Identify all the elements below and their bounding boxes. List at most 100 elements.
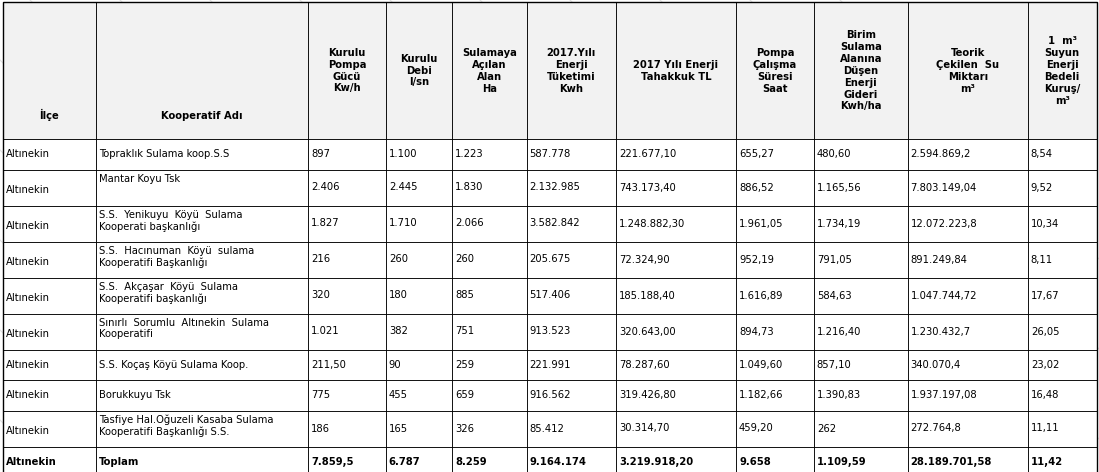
Bar: [2, 205, 97, 242]
Bar: [736, 411, 814, 447]
Bar: [1028, 205, 1097, 242]
Bar: [2, 205, 1097, 242]
Text: 857,10: 857,10: [817, 360, 852, 370]
Bar: [97, 205, 308, 242]
Text: 23,02: 23,02: [1031, 360, 1059, 370]
Text: İlçe: İlçe: [40, 109, 59, 121]
Text: 382: 382: [389, 327, 408, 337]
Bar: [452, 349, 526, 380]
Text: 9.164.174: 9.164.174: [530, 457, 587, 467]
Text: 751: 751: [455, 327, 475, 337]
Text: Tasfiye Hal.Oğuzeli Kasaba Sulama
Kooperatifi Başkanlığı S.S.: Tasfiye Hal.Oğuzeli Kasaba Sulama Kooper…: [99, 414, 274, 437]
Bar: [452, 169, 526, 205]
Text: 2.132.985: 2.132.985: [530, 183, 580, 193]
Bar: [1028, 411, 1097, 447]
Text: 211,50: 211,50: [311, 360, 346, 370]
Bar: [452, 139, 526, 169]
Bar: [386, 278, 452, 313]
Text: Teorik
Çekilen  Su
Miktarı
m³: Teorik Çekilen Su Miktarı m³: [936, 48, 999, 93]
Text: 1.165,56: 1.165,56: [817, 183, 862, 193]
Bar: [308, 2, 386, 139]
Bar: [308, 447, 386, 472]
Bar: [2, 411, 97, 447]
Text: Altınekin: Altınekin: [5, 390, 49, 400]
Bar: [1028, 447, 1097, 472]
Text: 885: 885: [455, 290, 474, 301]
Text: Kurulu
Pompa
Gücü
Kw/h: Kurulu Pompa Gücü Kw/h: [328, 48, 366, 93]
Bar: [452, 242, 526, 278]
Text: 1.830: 1.830: [455, 183, 484, 193]
Bar: [386, 139, 452, 169]
Text: Topraklık Sulama koop.S.S: Topraklık Sulama koop.S.S: [99, 149, 230, 159]
Bar: [308, 205, 386, 242]
Bar: [908, 447, 1028, 472]
Text: 894,73: 894,73: [739, 327, 774, 337]
Text: Altınekin: Altınekin: [5, 221, 49, 231]
Text: 1.100: 1.100: [389, 149, 418, 159]
Text: Kooperatif Adı: Kooperatif Adı: [162, 111, 243, 121]
Bar: [308, 139, 386, 169]
Text: 1.049,60: 1.049,60: [739, 360, 784, 370]
Bar: [908, 139, 1028, 169]
Bar: [615, 278, 736, 313]
Text: 186: 186: [311, 423, 330, 433]
Text: 1.734,19: 1.734,19: [817, 219, 862, 228]
Bar: [2, 169, 1097, 205]
Text: 916.562: 916.562: [530, 390, 571, 400]
Text: 9.658: 9.658: [739, 457, 770, 467]
Bar: [452, 205, 526, 242]
Bar: [526, 349, 615, 380]
Text: Altınekin: Altınekin: [5, 426, 49, 436]
Text: 262: 262: [817, 423, 836, 433]
Text: 913.523: 913.523: [530, 327, 570, 337]
Text: 26,05: 26,05: [1031, 327, 1059, 337]
Bar: [1028, 380, 1097, 411]
Bar: [452, 313, 526, 349]
Bar: [736, 278, 814, 313]
Bar: [908, 242, 1028, 278]
Bar: [386, 242, 452, 278]
Bar: [736, 242, 814, 278]
Text: 16,48: 16,48: [1031, 390, 1059, 400]
Bar: [97, 169, 308, 205]
Bar: [2, 242, 97, 278]
Bar: [2, 2, 1097, 139]
Bar: [2, 447, 1097, 472]
Bar: [615, 349, 736, 380]
Text: 1.223: 1.223: [455, 149, 484, 159]
Text: 10,34: 10,34: [1031, 219, 1059, 228]
Text: 216: 216: [311, 254, 330, 264]
Text: 90: 90: [389, 360, 401, 370]
Text: 1.390,83: 1.390,83: [817, 390, 861, 400]
Text: Mantar Koyu Tsk: Mantar Koyu Tsk: [99, 174, 180, 195]
Bar: [526, 242, 615, 278]
Bar: [2, 349, 97, 380]
Bar: [1028, 349, 1097, 380]
Bar: [308, 242, 386, 278]
Text: 2017.Yılı
Enerji
Tüketimi
Kwh: 2017.Yılı Enerji Tüketimi Kwh: [546, 48, 596, 93]
Text: S.S.  Yenikuyu  Köyü  Sulama
Kooperati başkanlığı: S.S. Yenikuyu Köyü Sulama Kooperati başk…: [99, 210, 243, 232]
Text: 78.287,60: 78.287,60: [619, 360, 669, 370]
Bar: [97, 242, 308, 278]
Bar: [615, 380, 736, 411]
Bar: [908, 205, 1028, 242]
Text: 221.677,10: 221.677,10: [619, 149, 676, 159]
Text: Kurulu
Debi
l/sn: Kurulu Debi l/sn: [400, 53, 437, 87]
Text: 8,11: 8,11: [1031, 254, 1053, 264]
Text: 85.412: 85.412: [530, 423, 565, 433]
Text: Sulamaya
Açılan
Alan
Ha: Sulamaya Açılan Alan Ha: [462, 48, 517, 93]
Bar: [526, 313, 615, 349]
Text: 655,27: 655,27: [739, 149, 774, 159]
Text: Altınekin: Altınekin: [5, 185, 49, 194]
Text: 259: 259: [455, 360, 475, 370]
Bar: [308, 380, 386, 411]
Bar: [97, 139, 308, 169]
Text: 7.803.149,04: 7.803.149,04: [911, 183, 977, 193]
Bar: [452, 380, 526, 411]
Bar: [386, 205, 452, 242]
Text: 2.406: 2.406: [311, 183, 340, 193]
Bar: [526, 411, 615, 447]
Text: 1.710: 1.710: [389, 219, 418, 228]
Bar: [615, 2, 736, 139]
Bar: [814, 242, 908, 278]
